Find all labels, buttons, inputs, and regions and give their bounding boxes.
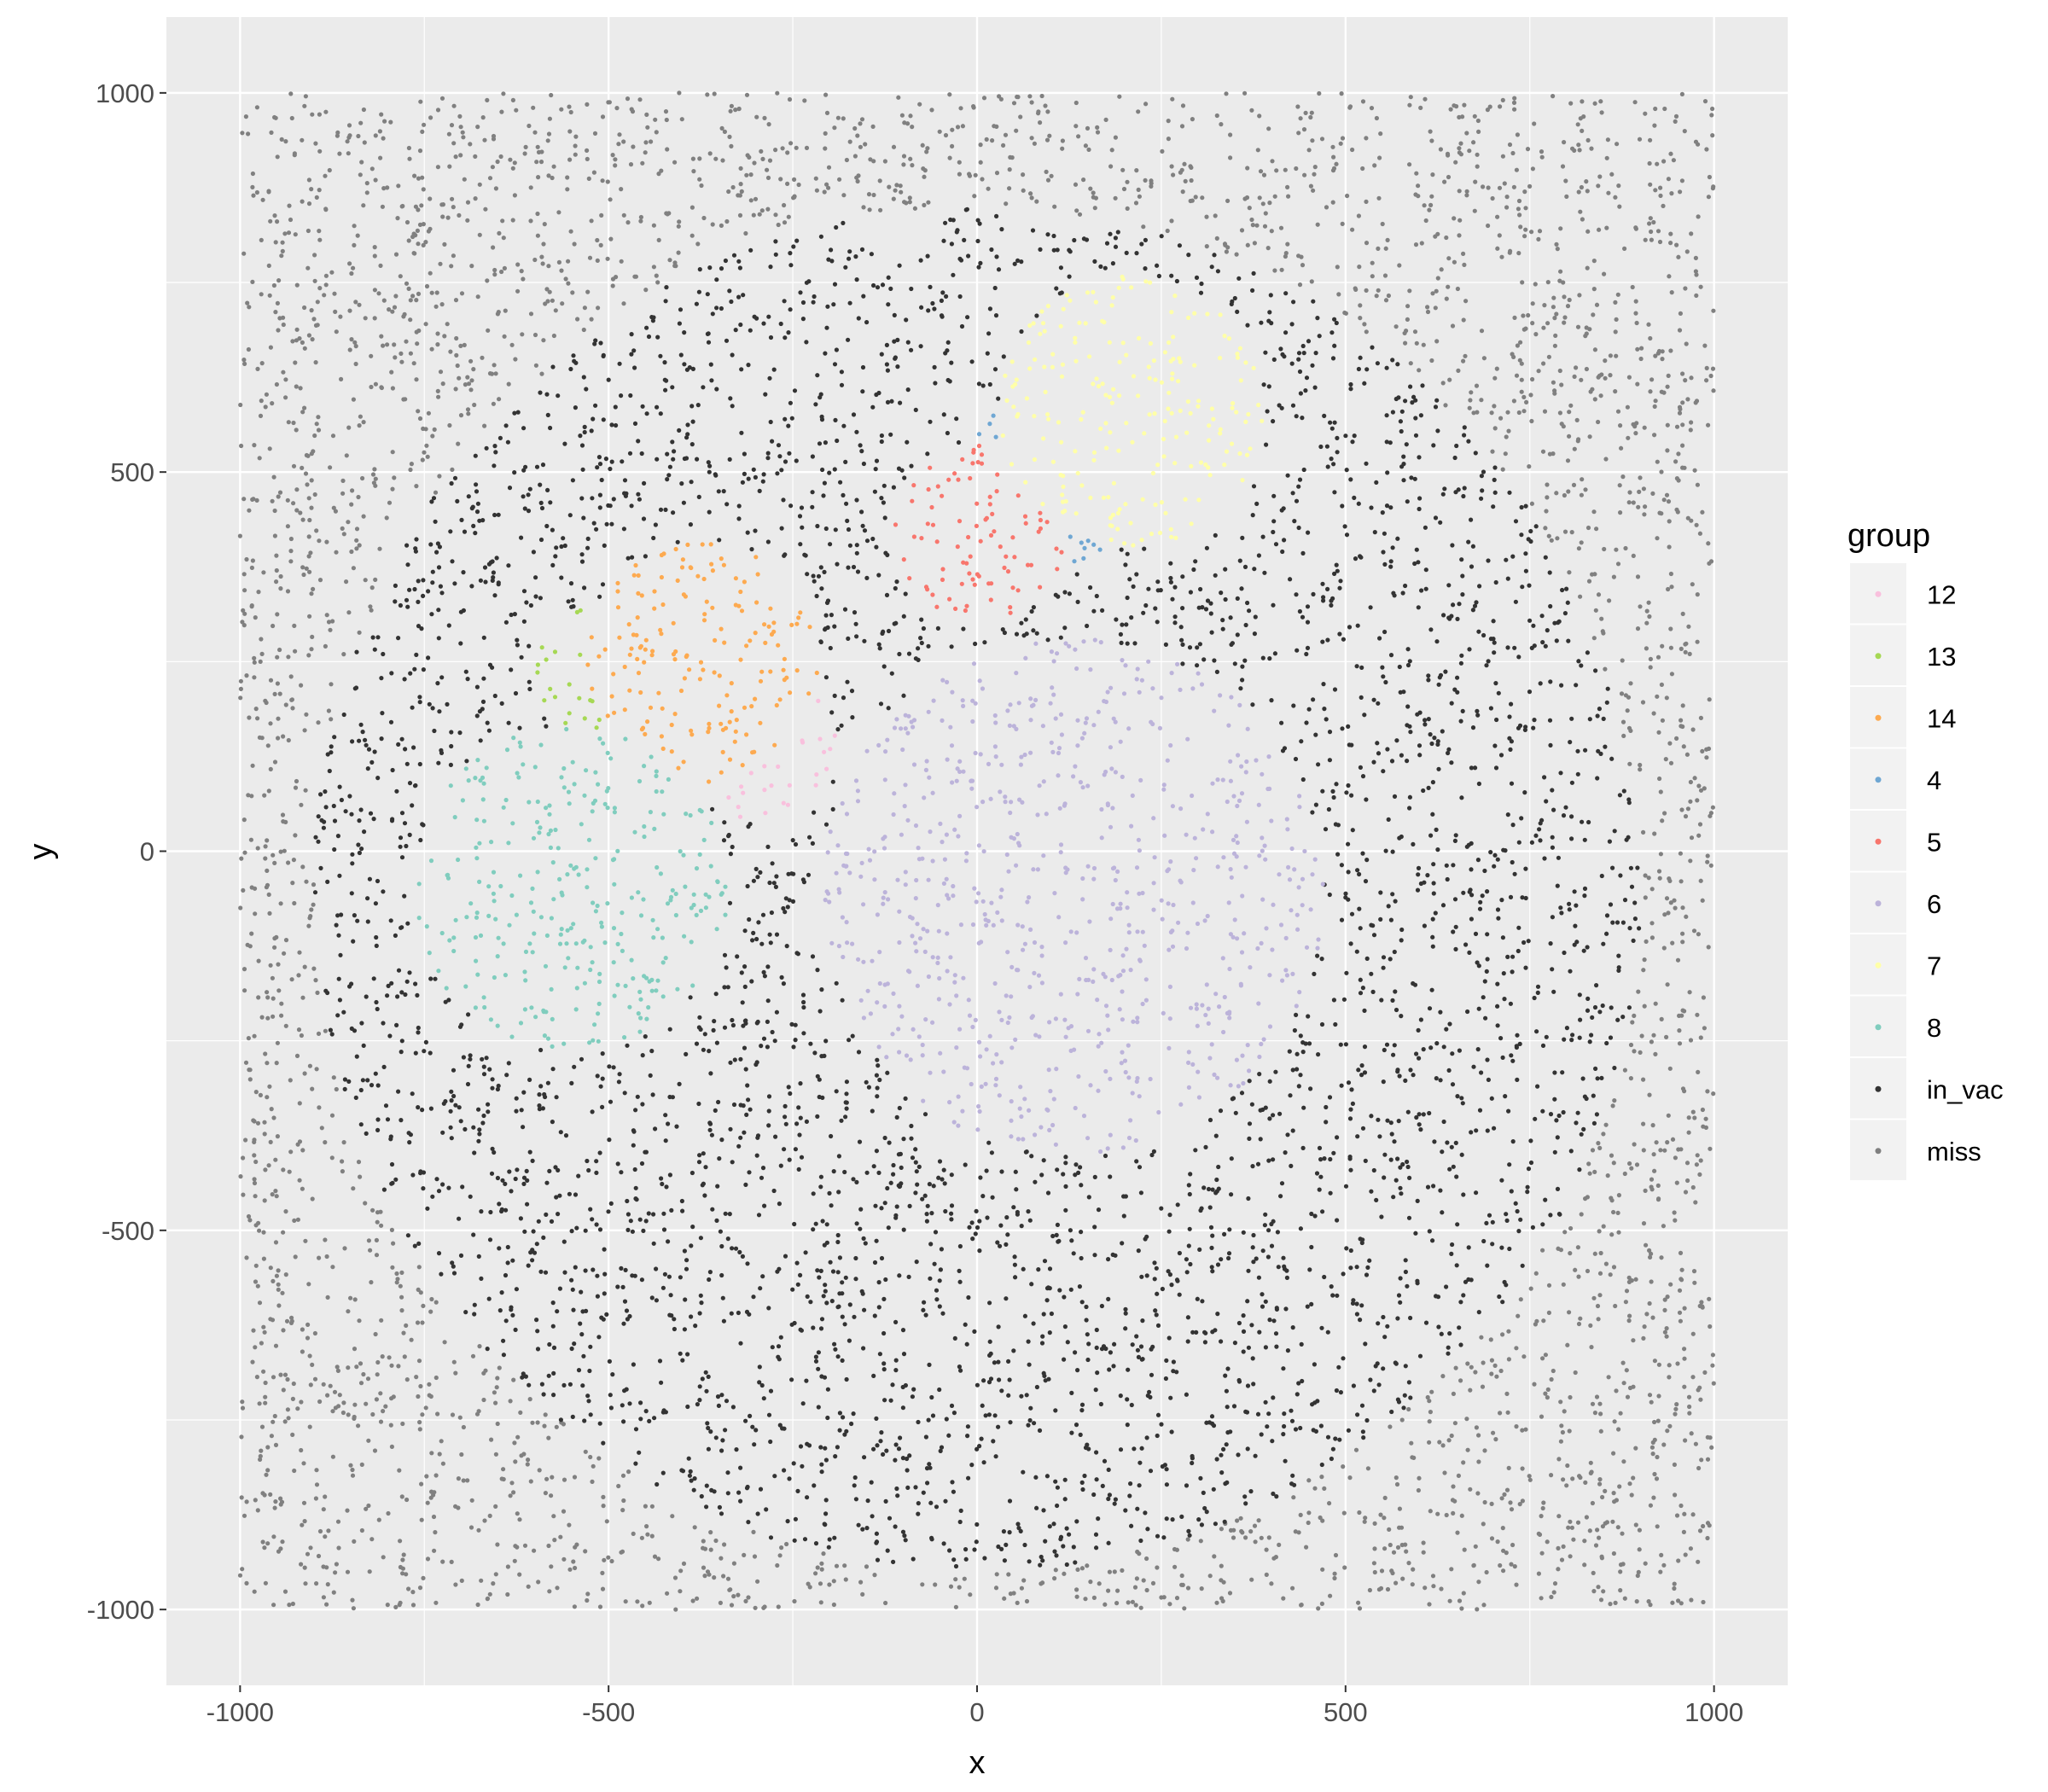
- y-tick-label: 0: [140, 837, 154, 867]
- legend-marker-6: [1875, 900, 1882, 907]
- x-tick-label: 500: [1324, 1697, 1368, 1727]
- y-tick-label: 500: [110, 457, 154, 487]
- legend-label-8: 8: [1927, 1013, 1941, 1043]
- legend-label-13: 13: [1927, 642, 1956, 672]
- x-tick-label: 0: [969, 1697, 984, 1727]
- data-points: [237, 90, 1716, 1612]
- legend-label-7: 7: [1927, 951, 1941, 980]
- y-tick-label: -500: [102, 1216, 154, 1246]
- legend-marker-5: [1875, 838, 1882, 845]
- y-axis-title: y: [23, 844, 59, 860]
- y-tick-label: 1000: [96, 79, 154, 108]
- legend-title: group: [1847, 518, 1930, 554]
- point-series: [823, 637, 1325, 1155]
- legend-marker-12: [1875, 591, 1882, 597]
- legend-label-14: 14: [1927, 703, 1956, 733]
- legend-label-miss: miss: [1927, 1137, 1981, 1167]
- legend-label-6: 6: [1927, 889, 1941, 919]
- legend-label-5: 5: [1927, 827, 1941, 857]
- legend-label-12: 12: [1927, 579, 1956, 609]
- legend-marker-13: [1875, 653, 1882, 660]
- legend-marker-in_vac: [1875, 1085, 1882, 1092]
- legend-marker-4: [1875, 777, 1882, 783]
- point-series: [585, 542, 819, 784]
- legend-marker-8: [1875, 1024, 1882, 1031]
- y-axis: -1000 -500 0 500 1000: [87, 79, 166, 1625]
- point-series: [893, 443, 1064, 615]
- x-tick-label: -1000: [207, 1697, 274, 1727]
- x-axis-title: x: [969, 1745, 986, 1781]
- legend-label-in_vac: in_vac: [1927, 1074, 2004, 1104]
- point-series: [726, 698, 837, 819]
- legend-marker-7: [1875, 962, 1882, 969]
- legend-marker-miss: [1875, 1148, 1882, 1155]
- x-tick-label: -500: [582, 1697, 635, 1727]
- x-axis: -1000 -500 0 500 1000: [207, 1685, 1743, 1727]
- legend-label-4: 4: [1927, 765, 1941, 795]
- grid-major: [166, 17, 1788, 1685]
- legend-marker-14: [1875, 714, 1882, 721]
- x-tick-label: 1000: [1684, 1697, 1743, 1727]
- y-tick-label: -1000: [87, 1595, 154, 1625]
